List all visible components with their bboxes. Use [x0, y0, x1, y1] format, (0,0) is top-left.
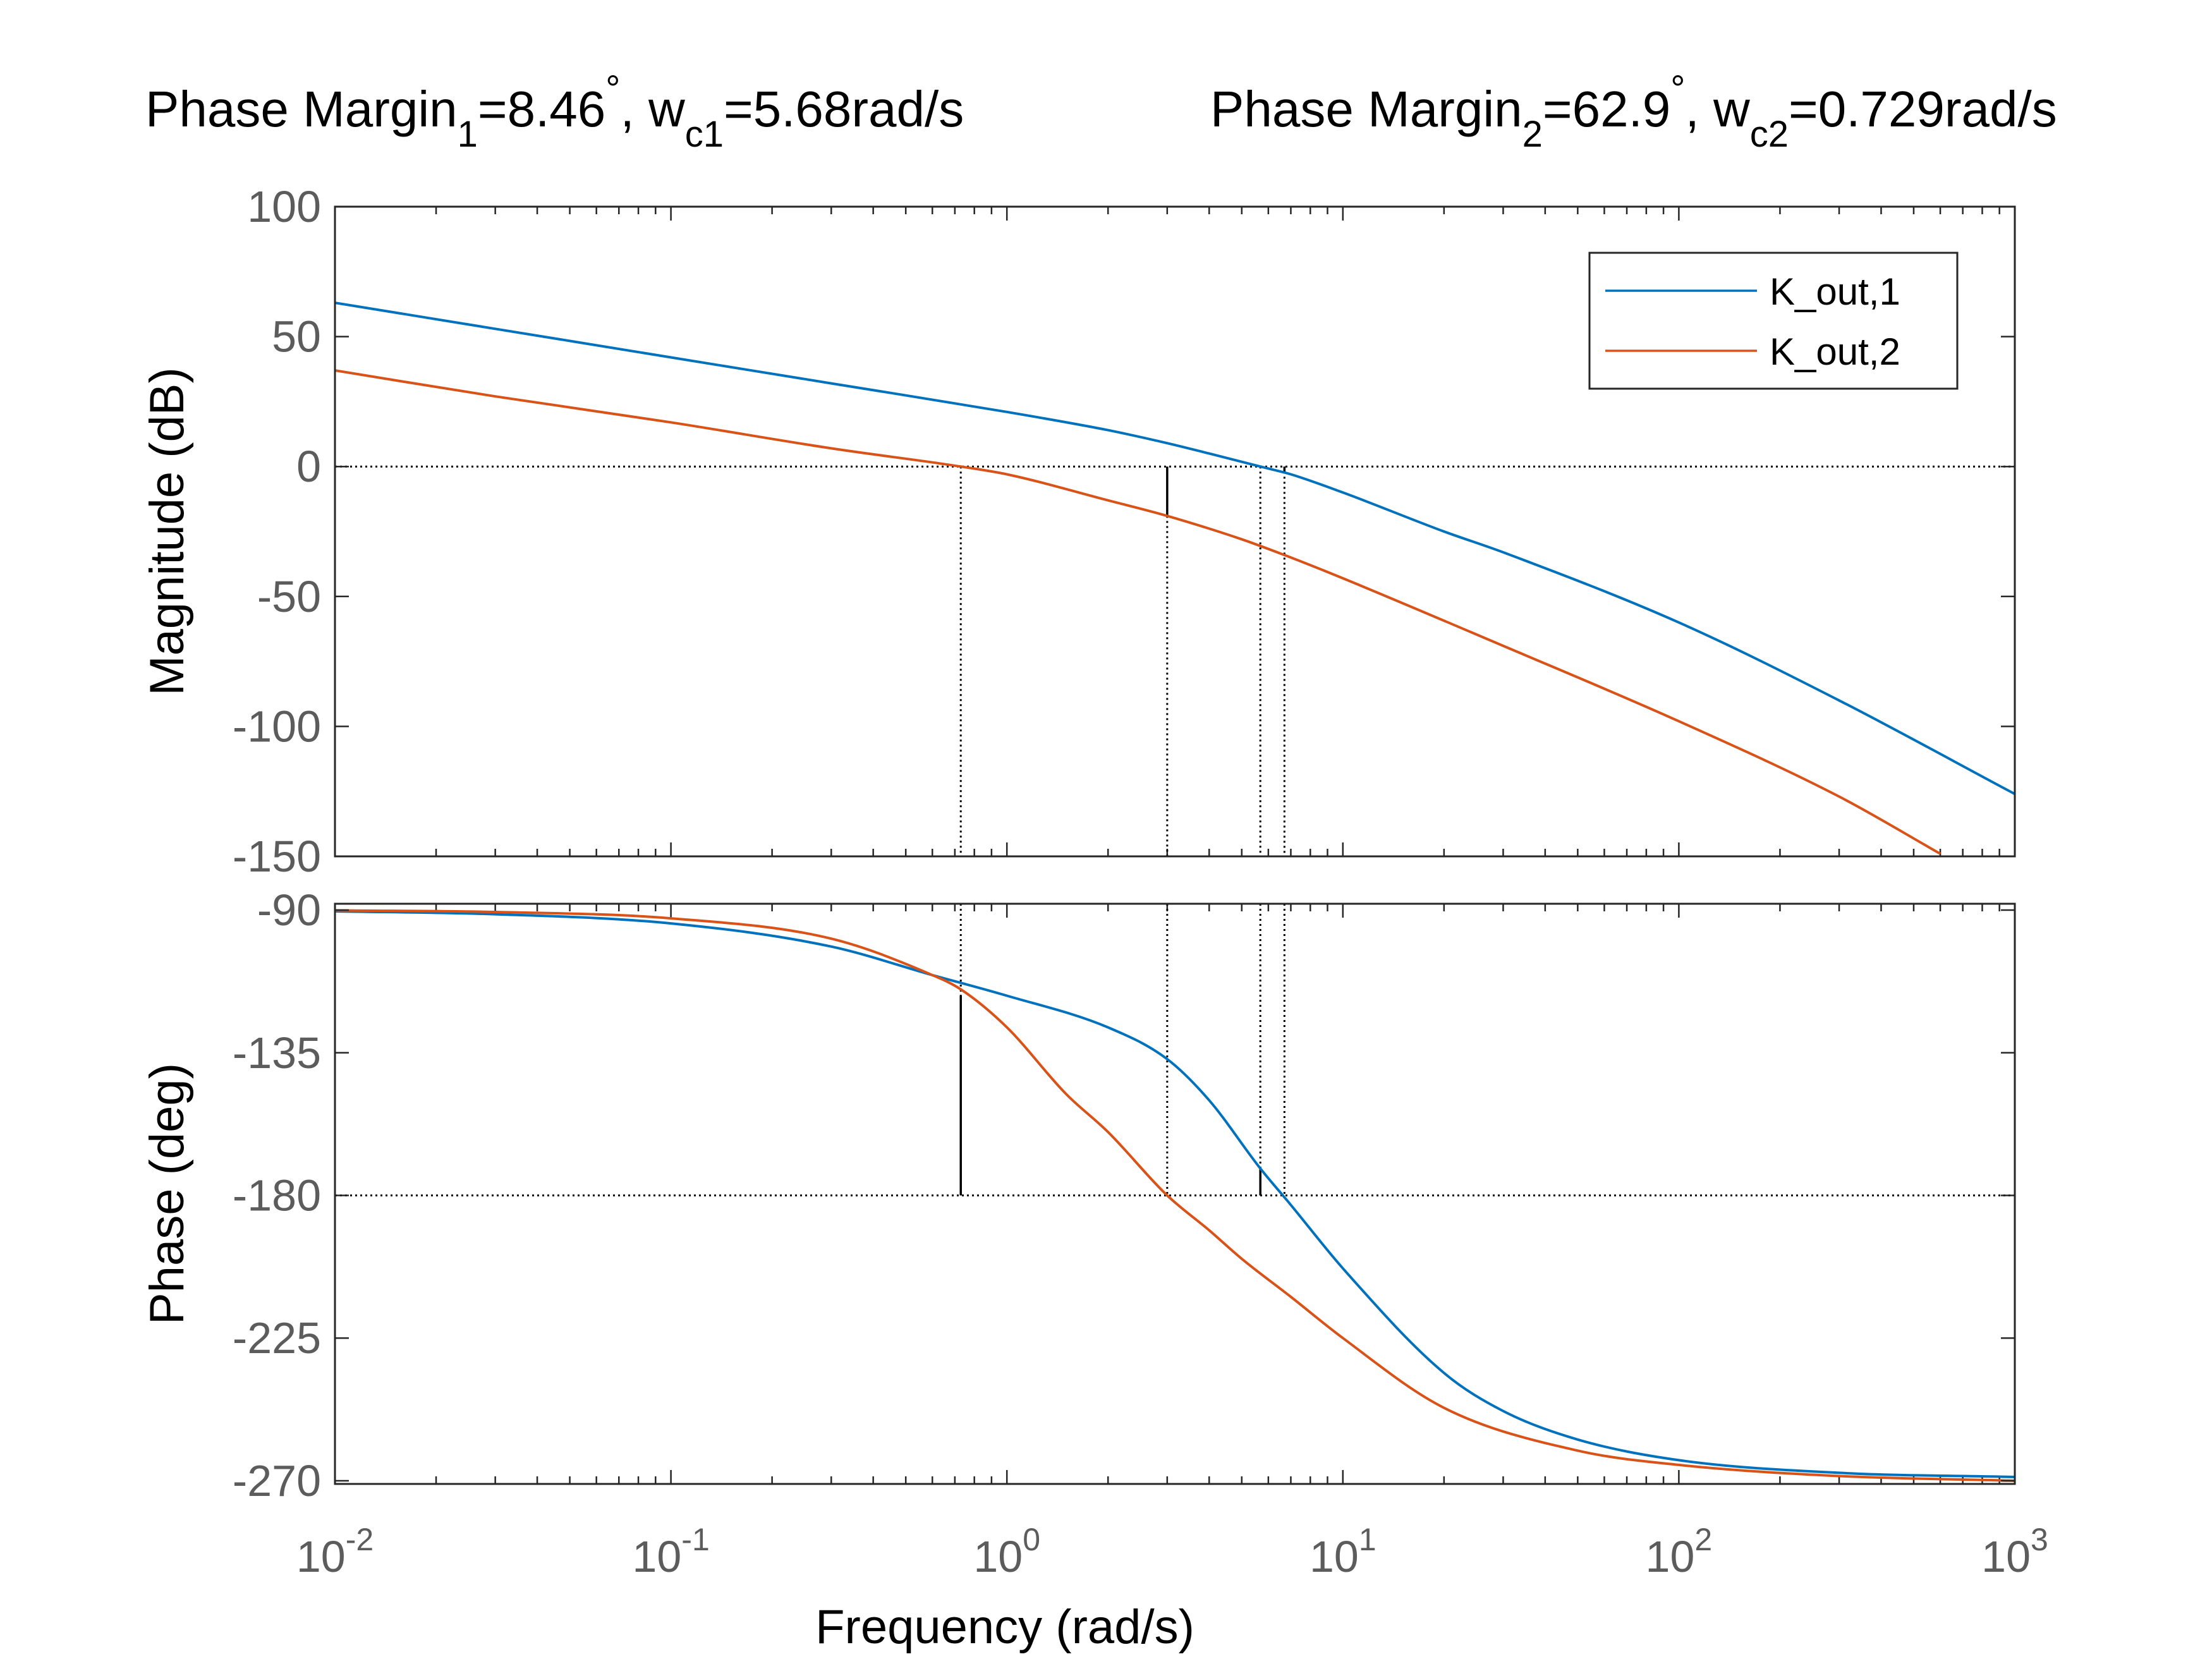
legend: K_out,1 K_out,2 [1588, 252, 1959, 390]
phase-ytick-label: -180 [233, 1171, 321, 1220]
magnitude-ytick-label: 100 [247, 182, 321, 231]
magnitude-panel: 100 50 0 -50 -100 -150 [233, 182, 2016, 881]
x-tick-label: 10-2 [296, 1522, 374, 1581]
phase-y-ticks: -90 -135 -180 -225 -270 [233, 885, 2015, 1505]
phase-ytick-label: -270 [233, 1456, 321, 1505]
legend-label-2: K_out,2 [1770, 331, 1900, 373]
magnitude-ytick-label: -50 [257, 572, 321, 621]
magnitude-series-line-2 [335, 369, 1942, 855]
x-tick-label: 103 [1981, 1522, 2048, 1581]
magnitude-ytick-label: -100 [233, 702, 321, 751]
magnitude-ytick-label: 50 [272, 312, 321, 362]
magnitude-series-line-1 [335, 301, 2015, 796]
phase-series-line-1 [335, 910, 2015, 1478]
x-tick-label: 100 [973, 1522, 1040, 1581]
phase-y-axis-label: Phase (deg) [140, 1063, 194, 1325]
magnitude-y-ticks: 100 50 0 -50 -100 -150 [233, 182, 2015, 881]
title-phase-margin-2: Phase Margin2=62.9°, wc2=0.729rad/s [1210, 68, 2057, 155]
phase-series [335, 909, 2015, 1482]
phase-axes-frame [334, 902, 2016, 1485]
x-tick-label: 10-1 [632, 1522, 709, 1581]
x-tick-labels: 10-2 10-1 100 101 102 103 [296, 1522, 2048, 1581]
title-phase-margin-1: Phase Margin1=8.46°, wc1=5.68rad/s [145, 68, 964, 155]
magnitude-y-axis-label: Magnitude (dB) [140, 367, 194, 696]
phase-ytick-label: -90 [257, 885, 321, 935]
magnitude-ytick-label: -150 [233, 832, 321, 881]
magnitude-axes-frame [334, 205, 2016, 858]
legend-label-1: K_out,1 [1770, 270, 1900, 313]
phase-margin-markers [959, 904, 1285, 1196]
x-tick-label: 102 [1646, 1522, 1713, 1581]
phase-ytick-label: -135 [233, 1028, 321, 1078]
phase-ytick-label: -225 [233, 1313, 321, 1363]
magnitude-minor-ticks [334, 207, 2016, 856]
x-tick-label: 101 [1310, 1522, 1376, 1581]
phase-panel: -90 -135 -180 -225 -270 10-2 10-1 100 101 102 103 [233, 885, 2048, 1581]
x-axis-label: Frequency (rad/s) [815, 1600, 1194, 1654]
magnitude-ytick-label: 0 [296, 442, 321, 491]
magnitude-margin-markers [959, 466, 1286, 856]
phase-minor-ticks [334, 904, 2016, 1484]
magnitude-series [335, 301, 2015, 855]
legend-box [1588, 252, 1959, 390]
phase-series-line-2 [335, 909, 2015, 1482]
